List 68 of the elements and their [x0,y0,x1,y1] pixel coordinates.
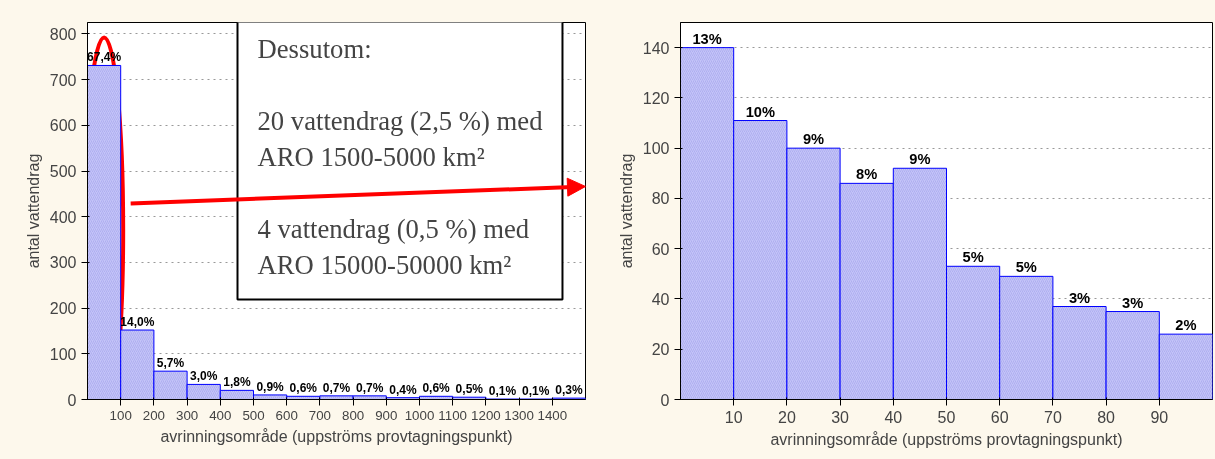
y-tick-label: 200 [49,300,77,318]
x-tick-label: 90 [1150,408,1169,426]
x-tick-label: 30 [831,408,850,426]
annotation: 0,3% [555,383,583,398]
x-tick-label: 600 [275,407,298,423]
annotation: 0,7% [322,380,351,395]
annotation: 3% [1122,294,1144,311]
y-tick-label: 500 [49,163,77,181]
x-tick-label: 900 [375,407,398,423]
annotation: 9% [909,151,931,168]
y-tick-label: 800 [49,25,77,43]
annotation: 10% [745,103,775,120]
annotation: 5,7% [156,356,185,371]
x-tick-label: 50 [937,408,956,426]
x-tick-label: 10 [724,408,743,426]
x-tick-label: 700 [308,407,332,423]
x-tick-label: 400 [209,407,232,423]
annotation: 5% [962,249,984,266]
annotation: 5% [1015,259,1037,276]
annotation: 0,6% [289,381,318,396]
y-tick-label: 600 [49,117,77,135]
x-tick-label: 40 [884,408,903,426]
x-tick-label: 800 [341,407,365,423]
x-tick-label: 60 [990,408,1009,426]
y-tick-label: 20 [651,341,670,359]
y-tick-label: 40 [651,290,670,308]
y-tick-label: 120 [642,89,670,107]
y-tick-label: 140 [642,39,670,57]
x-tick-label: 200 [142,407,166,423]
annotation: 2% [1175,317,1197,334]
y-tick-label: 400 [49,208,77,226]
y-tick-label: 700 [49,71,77,89]
annotation: 0,4% [389,382,417,397]
y-tick-label: 0 [660,391,670,409]
y-tick-label: 100 [49,345,77,363]
annotation: 0,7% [356,380,384,395]
x-tick-label: 1300 [504,407,534,423]
x-tick-label: 70 [1044,408,1062,426]
x-tick-label: 20 [778,408,796,426]
y-tick-label: 80 [651,190,670,208]
y-tick-label: 60 [651,240,670,258]
annotation: 0,5% [455,382,484,397]
y-tick-label: 0 [67,391,77,409]
x-tick-label: 500 [242,407,265,423]
x-tick-label: 1100 [438,407,468,423]
annotation: 0,1% [522,384,550,399]
y-tick-label: 300 [49,254,77,272]
annotation: 3,0% [190,369,218,384]
annotation: 1,8% [223,375,251,390]
x-tick-label: 1200 [471,407,501,423]
annotation: 8% [856,166,878,183]
y-axis-title: antal vattendrag [24,153,42,269]
x-axis-title: avrinningsområde (uppströms provtagningspunkt) [160,427,513,445]
annotation: 9% [802,131,825,148]
x-tick-label: 100 [109,407,132,423]
annotation: 3% [1068,289,1091,306]
x-tick-label: 300 [175,407,199,423]
x-axis-title: avrinningsområde (uppströms provtagningspunkt) [770,430,1123,448]
annotation: 13% [692,30,722,47]
x-tick-label: 1400 [537,407,568,423]
y-axis-title: antal vattendrag [617,153,635,269]
text: Dessutom: 20 vattendrag (2,5 %) med ARO 1500-5000 km² 4 vattendrag (0,5 %) med ARO 15000-50000 km² [257,33,543,280]
x-tick-label: 1000 [404,407,435,423]
x-tick-label: 80 [1097,408,1116,426]
annotation: 0,9% [256,379,285,394]
annotation: 0,6% [422,381,451,396]
annotation: 0,1% [488,384,517,399]
y-tick-label: 100 [642,140,670,158]
